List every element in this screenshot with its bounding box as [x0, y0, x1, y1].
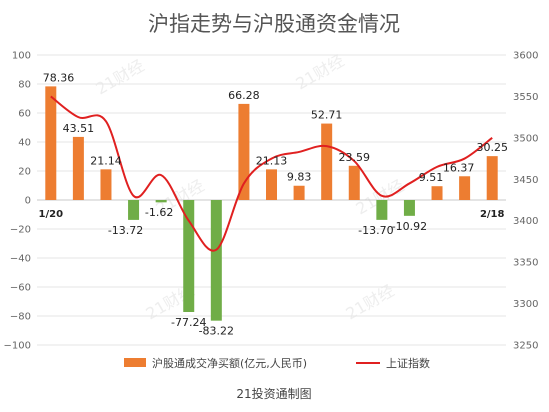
- bar: [348, 165, 360, 200]
- legend-bar-swatch: [124, 358, 146, 367]
- bar-series: [45, 86, 498, 321]
- right-tick-label: 3250: [513, 341, 538, 352]
- line-path: [50, 95, 493, 252]
- bar: [431, 186, 443, 200]
- x-tick-label: 1/20: [39, 209, 64, 220]
- right-tick-label: 3400: [513, 216, 538, 227]
- bar: [128, 200, 140, 220]
- data-label: -77.24: [171, 316, 206, 329]
- left-tick-label: 60: [18, 109, 31, 120]
- data-label: -10.92: [392, 220, 427, 233]
- data-label: 9.83: [287, 171, 312, 184]
- bar: [72, 136, 84, 200]
- left-axis-ticks: 100 80 60 40 20 0 −20 −40 −60 −80 −100: [4, 51, 31, 352]
- data-label: 23.59: [339, 151, 371, 164]
- left-tick-label: 0: [25, 196, 31, 207]
- data-label: -13.70: [358, 224, 393, 237]
- data-labels: 78.36 43.51 21.14 -13.72-1.62 -77.24-83.22 66…: [43, 71, 508, 337]
- left-tick-label: 40: [18, 138, 31, 149]
- left-tick-label: 100: [12, 51, 31, 62]
- bar: [45, 86, 57, 200]
- right-axis-ticks: 3600 3550 3500 3450 3400 3350 3300 3250: [513, 51, 538, 352]
- left-tick-label: 20: [18, 167, 31, 178]
- chart-title: 沪指走势与沪股通资金情况: [148, 12, 400, 36]
- bar: [321, 123, 333, 200]
- bar: [459, 176, 471, 200]
- data-label: 52.71: [311, 109, 343, 122]
- line-series: [50, 95, 493, 252]
- bar: [293, 185, 305, 200]
- bar: [238, 103, 250, 200]
- data-label: 9.51: [419, 171, 444, 184]
- data-label: -83.22: [199, 325, 234, 338]
- data-label: 21.14: [90, 154, 122, 167]
- left-tick-label: −100: [4, 341, 31, 352]
- left-tick-label: −80: [10, 312, 31, 323]
- x-tick-label: 2/18: [480, 209, 505, 220]
- left-tick-label: −20: [10, 225, 31, 236]
- left-tick-label: −60: [10, 283, 31, 294]
- right-tick-label: 3350: [513, 258, 538, 269]
- right-tick-label: 3500: [513, 133, 538, 144]
- x-axis-ticks: 1/20 2/18: [39, 209, 505, 220]
- right-tick-label: 3450: [513, 175, 538, 186]
- watermark-text: 21财经: [93, 56, 148, 99]
- bar: [183, 200, 195, 312]
- data-label: -1.62: [145, 206, 173, 219]
- right-tick-label: 3300: [513, 299, 538, 310]
- legend-line-label: 上证指数: [386, 356, 430, 370]
- chart-caption: 21投资通制图: [236, 386, 311, 401]
- watermark-text: 21财经: [293, 51, 348, 94]
- bar: [486, 156, 498, 200]
- bar: [155, 200, 167, 203]
- data-label: 16.37: [443, 161, 475, 174]
- right-tick-label: 3550: [513, 92, 538, 103]
- legend-bar-label: 沪股通成交净买额(亿元,人民币): [152, 356, 307, 370]
- data-label: 21.13: [256, 154, 288, 167]
- data-label: -13.72: [108, 224, 143, 237]
- data-label: 30.25: [476, 141, 508, 154]
- data-label: 43.51: [63, 122, 95, 135]
- bar: [403, 200, 415, 216]
- left-tick-label: 80: [18, 80, 31, 91]
- data-label: 66.28: [228, 89, 260, 102]
- data-label: 78.36: [43, 71, 74, 84]
- legend: 沪股通成交净买额(亿元,人民币) 上证指数: [124, 356, 430, 370]
- bar: [376, 200, 388, 220]
- bar: [266, 169, 277, 200]
- bar: [100, 169, 112, 200]
- right-tick-label: 3600: [513, 51, 538, 62]
- bar: [210, 200, 222, 321]
- left-tick-label: −40: [10, 254, 31, 265]
